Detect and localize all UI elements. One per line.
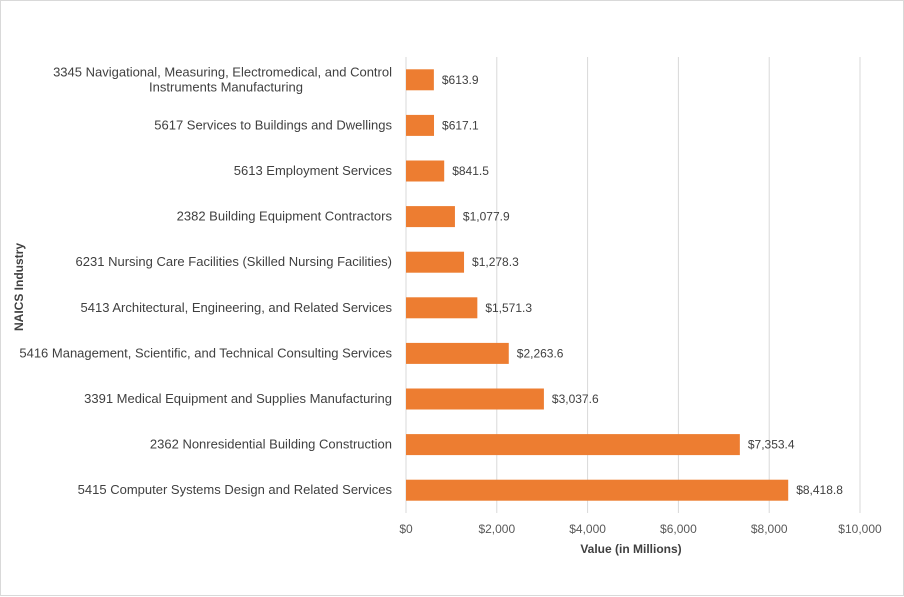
data-label: $613.9 bbox=[442, 73, 479, 87]
category-label: 6231 Nursing Care Facilities (Skilled Nu… bbox=[76, 254, 392, 269]
data-label: $841.5 bbox=[452, 164, 489, 178]
x-tick-label: $6,000 bbox=[660, 522, 697, 536]
bar bbox=[406, 479, 789, 501]
data-label: $3,037.6 bbox=[552, 392, 599, 406]
bar bbox=[406, 342, 509, 364]
labels: $0 $2,000 $4,000 $6,000 $8,000 $10,000 $613.9 3… bbox=[19, 64, 882, 536]
bar bbox=[406, 206, 455, 228]
bar bbox=[406, 160, 445, 182]
data-label: $8,418.8 bbox=[796, 483, 843, 497]
category-label: 5613 Employment Services bbox=[234, 163, 393, 178]
bar bbox=[406, 251, 465, 273]
data-label: $2,263.6 bbox=[517, 346, 564, 360]
data-label: $617.1 bbox=[442, 118, 479, 132]
x-tick-label: $2,000 bbox=[478, 522, 515, 536]
bar bbox=[406, 388, 544, 410]
category-label: Instruments Manufacturing bbox=[149, 79, 303, 94]
category-label: 5416 Management, Scientific, and Technic… bbox=[19, 345, 392, 360]
x-tick-label: $0 bbox=[399, 522, 413, 536]
category-label: 3345 Navigational, Measuring, Electromed… bbox=[53, 64, 392, 79]
x-tick-label: $8,000 bbox=[751, 522, 788, 536]
data-label: $1,571.3 bbox=[485, 301, 532, 315]
category-label: 5415 Computer Systems Design and Related… bbox=[78, 482, 393, 497]
x-tick-label: $4,000 bbox=[569, 522, 606, 536]
x-tick-label: $10,000 bbox=[838, 522, 882, 536]
x-axis-title: Value (in Millions) bbox=[580, 542, 681, 556]
y-axis-title: NAICS Industry bbox=[12, 243, 26, 331]
category-label: 2382 Building Equipment Contractors bbox=[177, 209, 393, 224]
category-label: 5617 Services to Buildings and Dwellings bbox=[154, 117, 392, 132]
data-label: $1,077.9 bbox=[463, 210, 510, 224]
category-label: 3391 Medical Equipment and Supplies Manu… bbox=[84, 391, 392, 406]
bar bbox=[406, 69, 434, 91]
bar bbox=[406, 297, 478, 319]
bar bbox=[406, 114, 435, 136]
category-label: 2362 Nonresidential Building Constructio… bbox=[150, 437, 392, 452]
data-label: $7,353.4 bbox=[748, 438, 795, 452]
category-label: 5413 Architectural, Engineering, and Rel… bbox=[81, 300, 393, 315]
bars bbox=[406, 69, 789, 501]
data-label: $1,278.3 bbox=[472, 255, 519, 269]
bar bbox=[406, 434, 740, 456]
